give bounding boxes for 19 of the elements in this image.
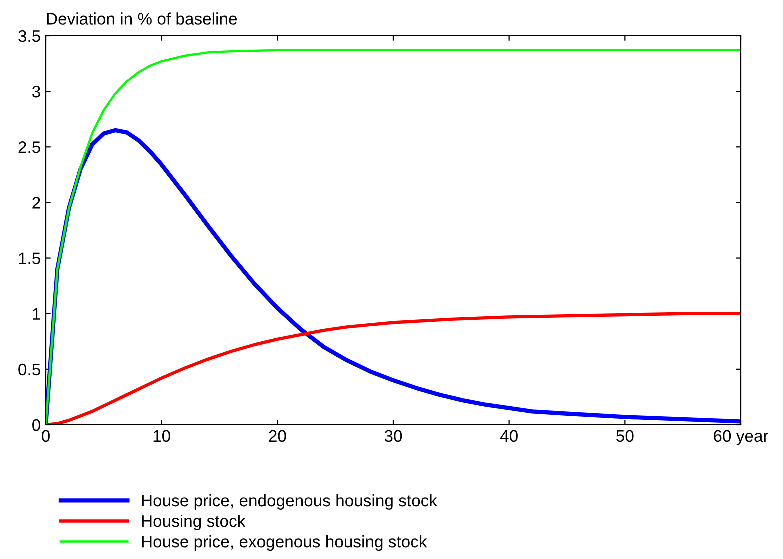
y-tick-label: 2 — [32, 197, 40, 209]
x-tick-label: 60 year — [714, 430, 769, 446]
legend-label: House price, exogenous housing stock — [142, 536, 428, 552]
x-tick-label: 30 — [384, 430, 402, 442]
x-tick-label: 0 — [42, 430, 50, 442]
x-tick-label: 20 — [269, 430, 286, 442]
legend-label: Housing stock — [142, 514, 246, 531]
y-tick-label: 3.5 — [18, 30, 40, 42]
y-tick-label: 1 — [33, 308, 40, 320]
x-tick-label: 40 — [500, 430, 518, 442]
y-tick-label: 2.5 — [18, 142, 40, 154]
y-tick-label: 1.5 — [19, 252, 40, 264]
y-axis-title: Deviation in % of baseline — [47, 12, 238, 25]
x-tick-label: 10 — [154, 430, 170, 442]
legend-label: House price, endogenous housing stock — [142, 494, 438, 510]
y-tick-label: 0.5 — [18, 364, 40, 376]
y-tick-label: 0 — [32, 419, 40, 432]
x-tick-label: 50 — [616, 430, 634, 442]
y-tick-label: 3 — [32, 86, 40, 98]
